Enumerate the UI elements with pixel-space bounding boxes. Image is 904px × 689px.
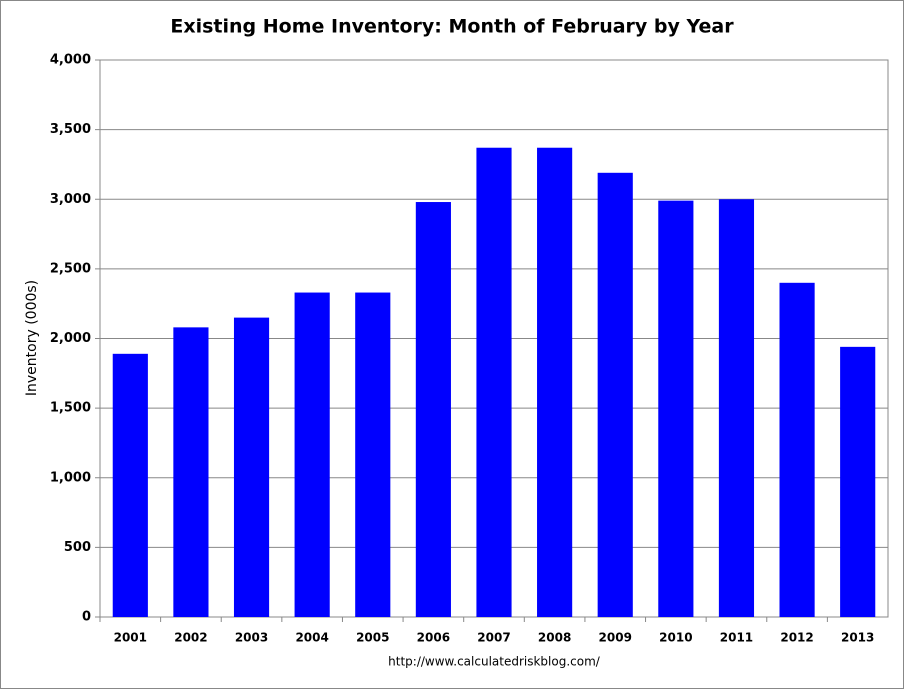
x-tick-label: 2009 [599,631,632,645]
y-tick-label: 500 [64,540,91,555]
y-tick-label: 4,000 [50,53,91,68]
y-tick-label: 1,500 [50,401,91,416]
x-tick-label: 2011 [720,631,753,645]
y-tick-label: 2,000 [50,331,91,346]
y-tick-label: 1,000 [50,470,91,485]
bar [597,172,633,618]
bar [718,199,755,617]
x-tick-label: 2003 [235,631,268,645]
x-tick-label: 2004 [295,631,328,645]
bar [233,317,270,617]
bar [355,292,391,617]
x-tick-label: 2002 [174,631,207,645]
x-tick-label: 2005 [356,631,389,645]
bar [476,147,512,618]
bar [112,353,148,617]
x-tick-label: 2012 [780,631,813,645]
x-tick-label: 2010 [659,631,692,645]
x-tick-label: 2013 [841,631,874,645]
bar [294,292,330,617]
x-tick-label: 2006 [417,631,450,645]
chart-title: Existing Home Inventory: Month of Februa… [170,16,734,38]
bar [173,327,209,617]
x-tick-label: 2008 [538,631,571,645]
bar [840,346,876,617]
y-tick-label: 3,500 [50,122,91,137]
x-tick-label: 2001 [114,631,147,645]
bar [415,202,451,617]
y-axis-label: Inventory (000s) [24,280,40,396]
y-tick-label: 2,500 [50,261,91,276]
y-tick-label: 3,000 [50,192,91,207]
y-tick-label: 0 [82,610,91,625]
bar [779,282,815,617]
source: http://www.calculatedriskblog.com/ [388,655,601,669]
bar [658,200,694,617]
x-tick-label: 2007 [477,631,510,645]
bar [537,147,573,618]
